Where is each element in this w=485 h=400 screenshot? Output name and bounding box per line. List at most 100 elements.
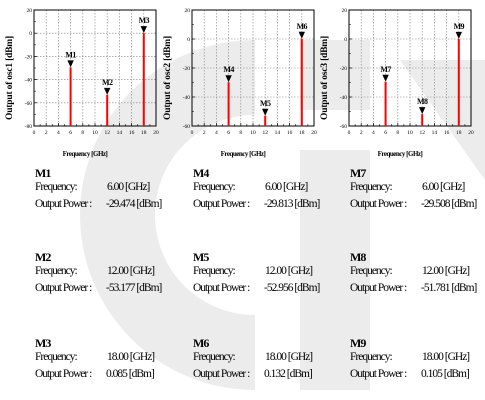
power-value: -29.813 [dBm] <box>264 198 320 210</box>
marker-name: M6 <box>193 336 209 350</box>
power-label: Output Power : <box>193 198 250 210</box>
x-tick-label: 12 <box>104 130 110 136</box>
data-label: M8 <box>417 97 428 106</box>
power-label: Output Power : <box>350 198 407 210</box>
x-tick-label: 16 <box>287 130 293 136</box>
power-value: 0.105 [dBm] <box>421 368 470 380</box>
data-label: M4 <box>223 65 234 74</box>
marker-readout-m4: M4 Frequency: 6.00 [GHz] Output Power : -2… <box>193 166 353 215</box>
x-tick-label: 4 <box>57 130 60 136</box>
x-tick-label: 10 <box>250 130 256 136</box>
y-tick-label: -60 <box>183 124 191 130</box>
plot-frame <box>348 9 472 127</box>
x-tick-label: 0 <box>348 130 351 136</box>
data-marker-triangle <box>225 75 232 83</box>
data-label: M9 <box>454 22 465 31</box>
data-label: M5 <box>260 99 271 108</box>
x-tick-label: 4 <box>215 130 218 136</box>
x-tick-label: 0 <box>33 130 36 136</box>
data-label: M2 <box>102 78 113 87</box>
x-tick-label: 6 <box>227 130 230 136</box>
marker-name: M5 <box>193 250 209 264</box>
plot-frame <box>33 9 157 127</box>
frequency-label: Frequency: <box>193 181 236 193</box>
x-tick-label: 2 <box>45 130 48 136</box>
x-tick-label: 14 <box>275 130 281 136</box>
y-tick-label: -20 <box>340 66 348 72</box>
power-label: Output Power : <box>35 282 92 294</box>
data-marker-triangle <box>140 26 147 34</box>
frequency-label: Frequency: <box>35 351 78 363</box>
x-tick-label: 8 <box>81 130 84 136</box>
power-value: -53.177 [dBm] <box>106 282 162 294</box>
marker-name: M3 <box>35 336 51 350</box>
chart-svg-osc1: 0 2 4 6 8 10 12 14 16 18 20 20 0 -20 -40 -60 -80 M1 M2 M3 <box>25 8 159 136</box>
chart-svg-osc3: 0 2 4 6 8 10 12 14 16 18 20 20 0 -20 -40 -60 M7 M8 M9 <box>340 8 474 136</box>
y-tick-label: 20 <box>185 8 191 14</box>
marker-readout-m8: M8 Frequency: 12.00 [GHz] Output Power : -… <box>350 250 485 299</box>
x-tick-label: 16 <box>129 130 135 136</box>
frequency-label: Frequency: <box>350 265 393 277</box>
chart-svg-osc2: 0 2 4 6 8 10 12 14 16 18 20 20 0 -20 -40 -60 M4 M5 M6 <box>183 8 317 136</box>
x-tick-label: 14 <box>432 130 438 136</box>
power-value: 0.132 [dBm] <box>264 368 313 380</box>
x-tick-label: 10 <box>407 130 413 136</box>
data-marker-triangle <box>104 87 111 95</box>
x-tick-label: 6 <box>384 130 387 136</box>
marker-name: M9 <box>350 336 366 350</box>
data-marker-triangle <box>419 107 426 115</box>
data-marker-triangle <box>382 74 389 82</box>
x-axis-label: Frequency [GHz] <box>377 150 423 158</box>
x-tick-label: 18 <box>141 130 147 136</box>
frequency-label: Frequency: <box>193 265 236 277</box>
data-label: M3 <box>139 16 150 25</box>
data-marker-triangle <box>67 60 74 68</box>
y-axis-label: Output of osc3 [dBm] <box>320 36 330 120</box>
marker-readout-m2: M2 Frequency: 12.00 [GHz] Output Power : -… <box>35 250 195 299</box>
frequency-value: 6.00 [GHz] <box>422 181 465 193</box>
marker-readout-m6: M6 Frequency: 18.00 [GHz] Output Power : 0… <box>193 336 353 385</box>
power-label: Output Power : <box>35 198 92 210</box>
power-label: Output Power : <box>193 282 250 294</box>
y-tick-label: -40 <box>25 78 33 84</box>
data-marker-triangle <box>298 31 305 39</box>
y-tick-label: 20 <box>27 8 33 14</box>
frequency-value: 6.00 [GHz] <box>265 181 308 193</box>
marker-name: M2 <box>35 250 51 264</box>
frequency-label: Frequency: <box>35 181 78 193</box>
frequency-label: Frequency: <box>193 351 236 363</box>
y-tick-label: 0 <box>29 31 32 37</box>
power-label: Output Power : <box>350 368 407 380</box>
x-tick-label: 18 <box>299 130 305 136</box>
data-label: M6 <box>297 22 308 31</box>
marker-name: M4 <box>193 166 209 180</box>
power-value: -29.508 [dBm] <box>421 198 477 210</box>
x-tick-label: 18 <box>456 130 462 136</box>
y-tick-label: -60 <box>25 101 33 107</box>
frequency-value: 18.00 [GHz] <box>422 351 470 363</box>
data-marker-triangle <box>455 31 462 39</box>
chart-osc1: 0 2 4 6 8 10 12 14 16 18 20 20 0 -20 -40 -60 -80 M1 M2 M3 O… <box>0 2 162 162</box>
x-tick-label: 12 <box>262 130 268 136</box>
chart-osc2: 0 2 4 6 8 10 12 14 16 18 20 20 0 -20 -40 -60 M4 M5 M6 Outp… <box>158 2 320 162</box>
x-tick-label: 10 <box>92 130 98 136</box>
x-tick-label: 20 <box>153 130 159 136</box>
power-value: -51.781 [dBm] <box>421 282 477 294</box>
frequency-label: Frequency: <box>350 351 393 363</box>
x-tick-label: 8 <box>396 130 399 136</box>
y-tick-label: -40 <box>340 95 348 101</box>
y-tick-label: 0 <box>187 37 190 43</box>
x-tick-label: 16 <box>444 130 450 136</box>
marker-readout-m3: M3 Frequency: 18.00 [GHz] Output Power : 0… <box>35 336 195 385</box>
marker-name: M8 <box>350 250 366 264</box>
data-label: M7 <box>380 65 391 74</box>
x-tick-label: 0 <box>191 130 194 136</box>
x-axis-label: Frequency [GHz] <box>220 150 266 158</box>
frequency-value: 18.00 [GHz] <box>265 351 313 363</box>
data-marker-triangle <box>262 108 269 116</box>
marker-name: M7 <box>350 166 366 180</box>
x-tick-label: 2 <box>203 130 206 136</box>
frequency-value: 18.00 [GHz] <box>107 351 155 363</box>
frequency-label: Frequency: <box>35 265 78 277</box>
